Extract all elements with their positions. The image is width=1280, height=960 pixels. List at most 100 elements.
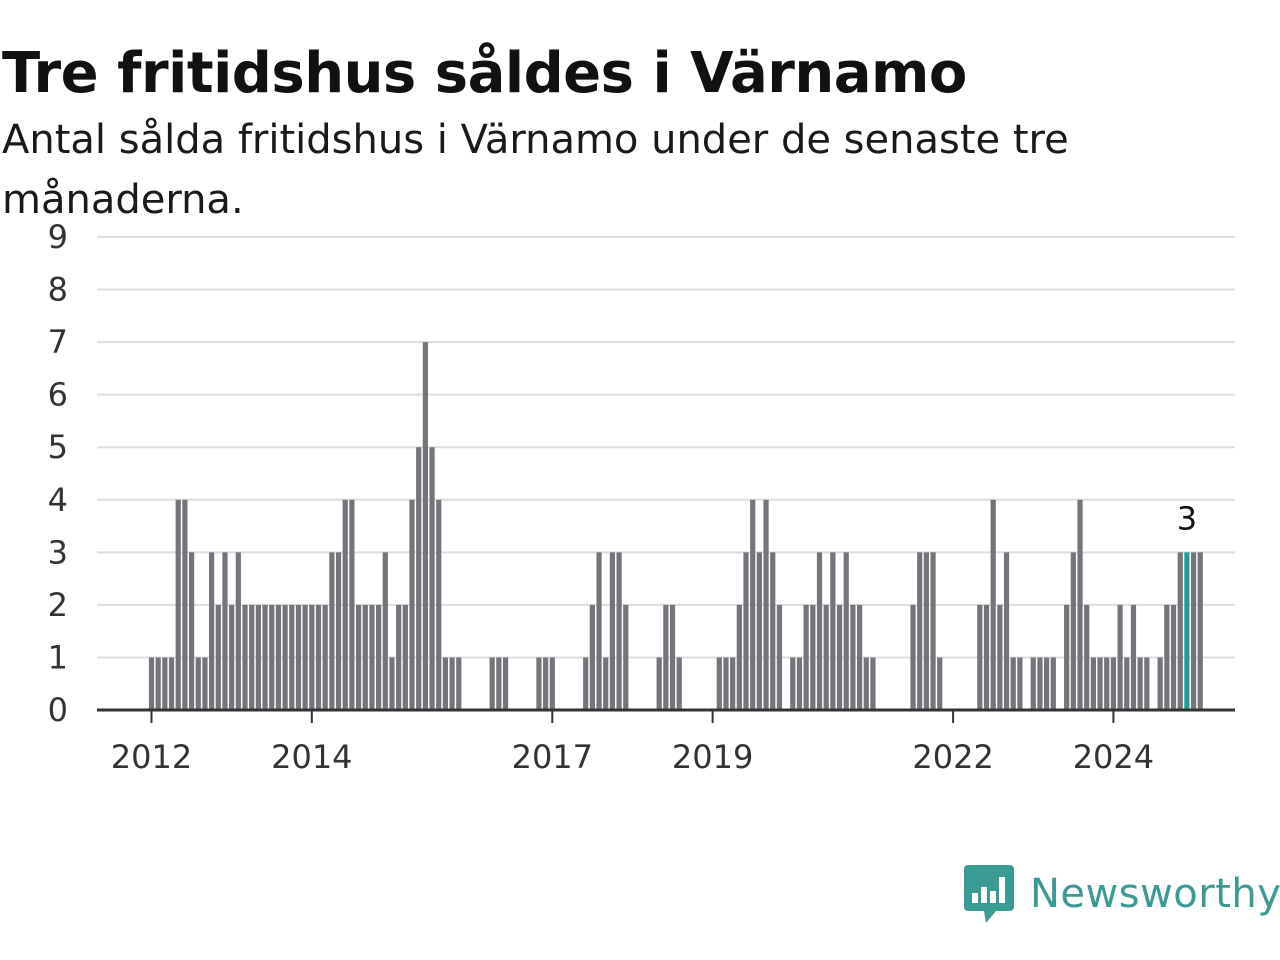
bar xyxy=(589,604,595,710)
bar xyxy=(870,657,876,710)
bar xyxy=(496,657,502,710)
bar xyxy=(830,552,836,710)
value-labels: 3 xyxy=(1174,496,1200,540)
bar xyxy=(502,657,509,710)
bar xyxy=(1097,657,1103,710)
chart-title: Tre fritidshus såldes i Värnamo xyxy=(2,41,967,106)
y-tick-label: 5 xyxy=(48,428,68,466)
bar xyxy=(335,552,342,710)
bar xyxy=(188,552,195,710)
bar xyxy=(609,552,616,710)
bar xyxy=(489,657,495,710)
bar xyxy=(1164,604,1170,710)
bar xyxy=(716,657,722,710)
bar xyxy=(362,604,368,710)
bar xyxy=(396,604,402,710)
bar xyxy=(235,552,241,710)
bar xyxy=(1044,657,1050,710)
bar-chart: 0 1 2 3 4 5 6 7 8 9 2012 2014 2017 2019 2022 2024 3 xyxy=(48,218,1235,776)
bar xyxy=(663,604,669,710)
bar xyxy=(456,657,462,710)
x-tick-label: 2019 xyxy=(672,738,753,776)
bar xyxy=(422,342,428,710)
bar xyxy=(596,552,602,710)
bar xyxy=(1124,657,1130,710)
x-axis-tick-labels: 2012 2014 2017 2019 2022 2024 xyxy=(111,710,1154,776)
bar xyxy=(1104,657,1110,710)
bar xyxy=(917,552,923,710)
bar xyxy=(315,604,322,710)
bar xyxy=(369,604,375,710)
bar xyxy=(269,604,275,710)
bar xyxy=(329,552,335,710)
bar xyxy=(616,552,622,710)
bar xyxy=(1117,604,1123,710)
bar xyxy=(1130,604,1137,710)
bar xyxy=(168,657,175,710)
bar xyxy=(549,657,555,710)
bar xyxy=(770,552,776,710)
bar xyxy=(302,604,308,710)
bar xyxy=(382,552,388,710)
bar xyxy=(309,604,315,710)
bar xyxy=(402,604,408,710)
bar xyxy=(763,499,769,710)
bar xyxy=(429,447,435,710)
bar xyxy=(723,657,729,710)
bar xyxy=(342,499,348,710)
bar xyxy=(583,657,589,710)
y-tick-label: 4 xyxy=(48,481,68,519)
bar xyxy=(349,499,355,710)
bar xyxy=(195,657,201,710)
bar xyxy=(295,604,302,710)
bar xyxy=(856,604,863,710)
y-tick-label: 0 xyxy=(48,691,68,729)
y-tick-label: 7 xyxy=(48,323,68,361)
bar xyxy=(1037,657,1043,710)
bar xyxy=(603,657,609,710)
bar xyxy=(823,604,829,710)
bar xyxy=(730,657,736,710)
bar xyxy=(175,499,181,710)
bar-latest xyxy=(1184,552,1190,710)
bar xyxy=(810,604,816,710)
bar xyxy=(148,657,155,710)
bar xyxy=(923,552,929,710)
brand-logo: Newsworthy xyxy=(962,862,1280,926)
y-tick-label: 6 xyxy=(48,376,68,414)
x-tick-label: 2022 xyxy=(912,738,993,776)
bar xyxy=(162,657,168,710)
bar xyxy=(262,604,268,710)
bar xyxy=(282,604,288,710)
bar xyxy=(669,604,676,710)
bar xyxy=(416,447,422,710)
x-tick-label: 2014 xyxy=(271,738,352,776)
brand-name: Newsworthy xyxy=(1030,871,1280,917)
bar xyxy=(816,552,823,710)
bar xyxy=(355,604,362,710)
gridlines xyxy=(97,236,1235,659)
x-tick-label: 2012 xyxy=(111,738,192,776)
bar xyxy=(756,552,762,710)
bar xyxy=(1084,604,1090,710)
bar xyxy=(289,604,295,710)
bar xyxy=(182,499,188,710)
y-tick-label: 1 xyxy=(48,638,68,676)
bar xyxy=(930,552,936,710)
bar xyxy=(990,499,996,710)
chart-subtitle: Antal sålda fritidshus i Värnamo under d… xyxy=(2,117,1069,223)
x-tick-label: 2024 xyxy=(1073,738,1154,776)
bar xyxy=(676,657,682,710)
y-tick-label: 3 xyxy=(48,533,68,571)
bars xyxy=(148,342,1203,710)
bar xyxy=(623,604,629,710)
bar xyxy=(1110,657,1117,710)
bar xyxy=(736,604,742,710)
bar xyxy=(803,604,809,710)
bar xyxy=(1144,657,1150,710)
newsworthy-logo-icon xyxy=(964,865,1014,923)
bar xyxy=(836,604,843,710)
bar xyxy=(1017,657,1023,710)
bar xyxy=(997,604,1003,710)
bar xyxy=(222,552,228,710)
